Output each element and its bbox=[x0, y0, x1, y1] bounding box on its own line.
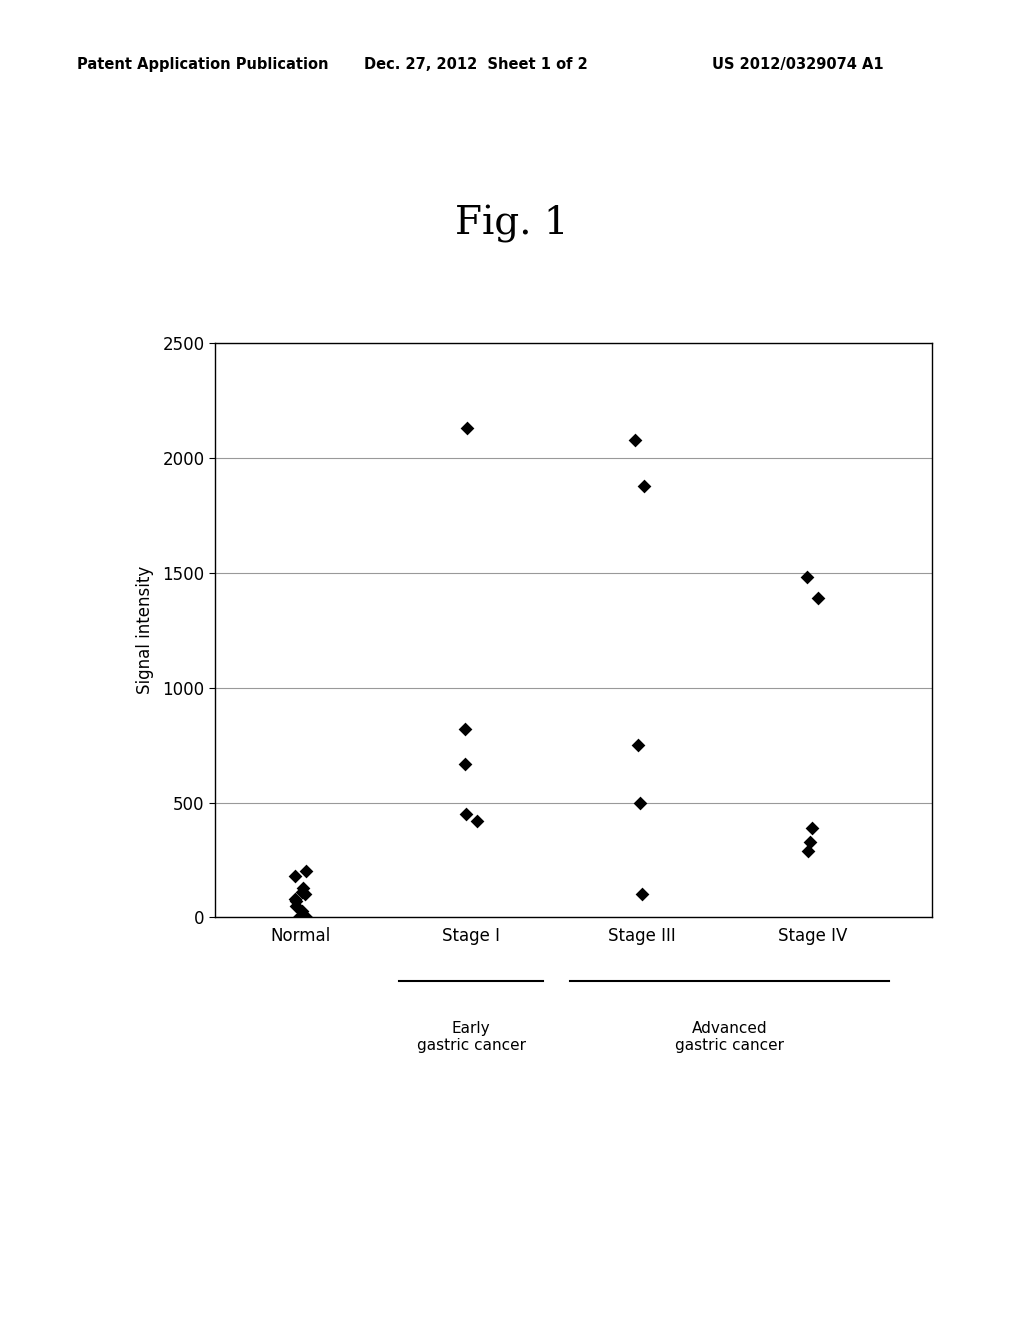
Y-axis label: Signal intensity: Signal intensity bbox=[136, 566, 155, 694]
Text: Dec. 27, 2012  Sheet 1 of 2: Dec. 27, 2012 Sheet 1 of 2 bbox=[364, 57, 588, 71]
Point bbox=[458, 804, 474, 825]
Point bbox=[293, 900, 309, 921]
Point bbox=[804, 817, 820, 838]
Point bbox=[469, 810, 485, 832]
Point bbox=[802, 832, 818, 853]
Text: Fig. 1: Fig. 1 bbox=[456, 205, 568, 243]
Point bbox=[799, 566, 815, 587]
Text: Patent Application Publication: Patent Application Publication bbox=[77, 57, 329, 71]
Point bbox=[630, 734, 646, 755]
Point bbox=[294, 882, 310, 903]
Point bbox=[298, 907, 314, 928]
Point bbox=[634, 884, 650, 906]
Point bbox=[295, 906, 311, 927]
Point bbox=[632, 792, 648, 813]
Point bbox=[457, 718, 473, 739]
Point bbox=[810, 587, 826, 609]
Point bbox=[295, 876, 311, 898]
Point bbox=[457, 752, 473, 774]
Point bbox=[459, 417, 475, 438]
Point bbox=[287, 866, 303, 887]
Point bbox=[291, 907, 307, 928]
Point bbox=[297, 884, 313, 906]
Point bbox=[636, 475, 652, 496]
Text: Advanced
gastric cancer: Advanced gastric cancer bbox=[675, 1020, 784, 1053]
Point bbox=[288, 891, 304, 912]
Point bbox=[288, 895, 304, 916]
Point bbox=[298, 861, 314, 882]
Point bbox=[287, 888, 303, 909]
Point bbox=[627, 429, 643, 450]
Text: US 2012/0329074 A1: US 2012/0329074 A1 bbox=[712, 57, 884, 71]
Text: Early
gastric cancer: Early gastric cancer bbox=[417, 1020, 525, 1053]
Point bbox=[801, 841, 817, 862]
